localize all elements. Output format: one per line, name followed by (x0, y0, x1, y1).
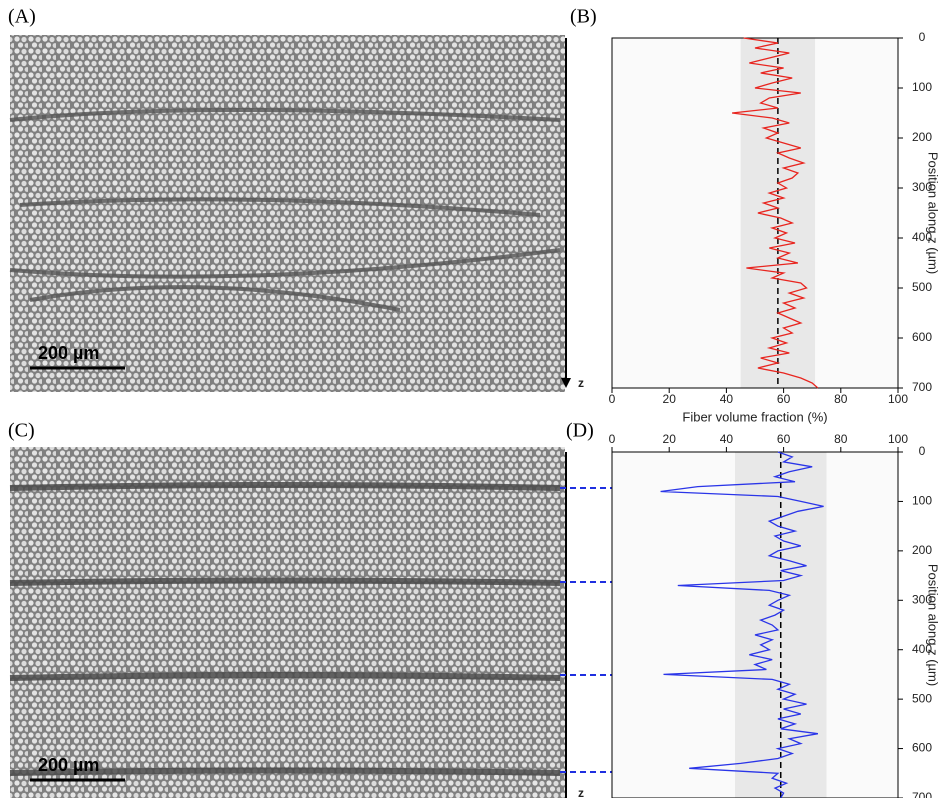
y-tick-label: 700 (912, 790, 932, 798)
y-tick-label: 300 (912, 180, 932, 194)
x-axis-title: Fiber volume fraction (%) (682, 409, 827, 424)
panel-label: (C) (8, 420, 35, 442)
y-tick-label: 300 (912, 592, 932, 606)
y-tick-label: 500 (912, 691, 932, 705)
x-tick-label: 0 (609, 432, 616, 446)
y-tick-label: 0 (919, 30, 926, 44)
scale-bar-label: 200 µm (38, 343, 99, 363)
x-tick-label: 0 (609, 392, 616, 406)
y-tick-label: 100 (912, 80, 932, 94)
line (660, 451, 824, 798)
y-axis-title: Position along z (µm) (926, 564, 941, 686)
y-tick-label: 100 (912, 494, 932, 508)
y-tick-label: 0 (919, 444, 926, 458)
x-tick-label: 20 (663, 392, 677, 406)
plot-frame (611, 37, 899, 389)
x-tick-label: 60 (777, 392, 791, 406)
y-tick-label: 600 (912, 330, 932, 344)
x-tick-label: 40 (720, 432, 734, 446)
axis-label: z (578, 376, 584, 390)
y-tick-label: 500 (912, 280, 932, 294)
x-tick-label: 100 (888, 392, 908, 406)
x-tick-label: 60 (777, 432, 791, 446)
y-tick-label: 600 (912, 741, 932, 755)
scale-bar-label: 200 µm (38, 755, 99, 775)
line (732, 37, 819, 389)
panel-label: (B) (570, 6, 597, 28)
y-tick-label: 400 (912, 642, 932, 656)
micrograph (9, 35, 571, 392)
y-tick-label: 700 (912, 380, 932, 394)
panel-label: (A) (8, 6, 36, 28)
x-tick-label: 40 (720, 392, 734, 406)
y-tick-label: 400 (912, 230, 932, 244)
y-tick-label: 200 (912, 130, 932, 144)
axis-label: z (578, 786, 584, 798)
plot-frame (611, 451, 899, 798)
x-tick-label: 20 (663, 432, 677, 446)
x-tick-label: 80 (834, 432, 848, 446)
micrograph (9, 447, 567, 798)
x-tick-label: 100 (888, 432, 908, 446)
panel-label: (D) (566, 420, 594, 442)
y-tick-label: 200 (912, 543, 932, 557)
y-axis-title: Position along z (µm) (926, 152, 941, 274)
x-tick-label: 80 (834, 392, 848, 406)
